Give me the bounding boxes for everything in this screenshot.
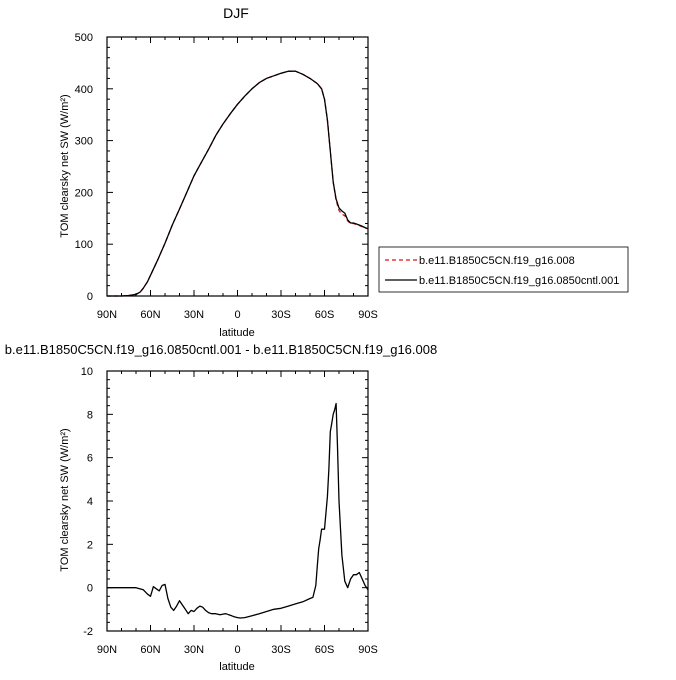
legend-label-series-2: b.e11.B1850C5CN.f19_g16.0850cntl.001 [419, 275, 619, 287]
top-y-tick-label-5: 500 [75, 32, 93, 44]
bottom-y-axis-label-text: TOM clearsky net SW (W/m²) [59, 428, 71, 571]
top-x-tick-label-3: 0 [234, 309, 240, 321]
bottom-y-tick-label-4: 6 [87, 453, 93, 465]
bottom-plot-area: 90N 60N 30N 0 30S 60S 90S -2 0 2 4 6 8 10 [81, 366, 378, 656]
bottom-x-tick-label-0: 90N [97, 644, 117, 656]
bottom-plot-frame [106, 370, 369, 632]
top-plot-frame [106, 36, 369, 297]
bottom-chart-title: b.e11.B1850C5CN.f19_g16.0850cntl.001 - b… [5, 342, 437, 357]
top-x-tick-label-6: 90S [358, 309, 378, 321]
bottom-y-tick-label-2: 2 [87, 539, 93, 551]
bottom-y-tick-label-6: 10 [81, 366, 93, 378]
bottom-x-tick-label-3: 0 [234, 644, 240, 656]
bottom-x-tick-label-6: 90S [358, 644, 378, 656]
top-y-tick-label-4: 400 [75, 84, 93, 96]
bottom-y-tick-label-1: 0 [87, 583, 93, 595]
top-panel: DJF 90N 60N 30N 0 30S 60S 90S0100200300400500 … [59, 5, 378, 339]
top-y-axis-label-text: TOM clearsky net SW (W/m²) [59, 94, 71, 237]
legend-box [378, 246, 629, 293]
top-x-axis-label: latitude [219, 327, 254, 339]
top-x-tick-label-4: 30S [271, 309, 291, 321]
top-y-tick-label-1: 100 [75, 239, 93, 251]
top-series-line-2 [107, 70, 369, 297]
top-x-tick-label-0: 90N [97, 309, 117, 321]
bottom-x-tick-label-1: 60N [140, 644, 160, 656]
top-y-tick-label-3: 300 [75, 136, 93, 148]
bottom-x-axis-label: latitude [219, 661, 254, 673]
bottom-y-tick-label-3: 4 [87, 496, 93, 508]
top-y-axis-label: TOM clearsky net SW (W/m²) [59, 94, 71, 237]
bottom-y-axis-label: TOM clearsky net SW (W/m²) [59, 428, 71, 571]
top-chart-title: DJF [223, 5, 249, 21]
bottom-y-tick-label-5: 8 [87, 409, 93, 421]
bottom-panel: b.e11.B1850C5CN.f19_g16.0850cntl.001 - b… [5, 342, 437, 673]
top-y-tick-label-2: 200 [75, 187, 93, 199]
bottom-x-tick-label-5: 60S [315, 644, 335, 656]
legend-label-series-1: b.e11.B1850C5CN.f19_g16.008 [419, 255, 575, 267]
bottom-y-tick-label-0: -2 [83, 626, 93, 638]
top-x-tick-label-2: 30N [184, 309, 204, 321]
bottom-series-line-1 [107, 402, 369, 619]
top-plot-area: 90N 60N 30N 0 30S 60S 90S 0 100 200 300 400 500 [75, 32, 378, 321]
top-x-tick-label-1: 60N [140, 309, 160, 321]
top-y-tick-label-0: 0 [87, 291, 93, 303]
top-x-tick-label-5: 60S [315, 309, 335, 321]
bottom-x-tick-label-4: 30S [271, 644, 291, 656]
legend: b.e11.B1850C5CN.f19_g16.008 b.e11.B1850C… [378, 246, 629, 293]
bottom-x-tick-label-2: 30N [184, 644, 204, 656]
